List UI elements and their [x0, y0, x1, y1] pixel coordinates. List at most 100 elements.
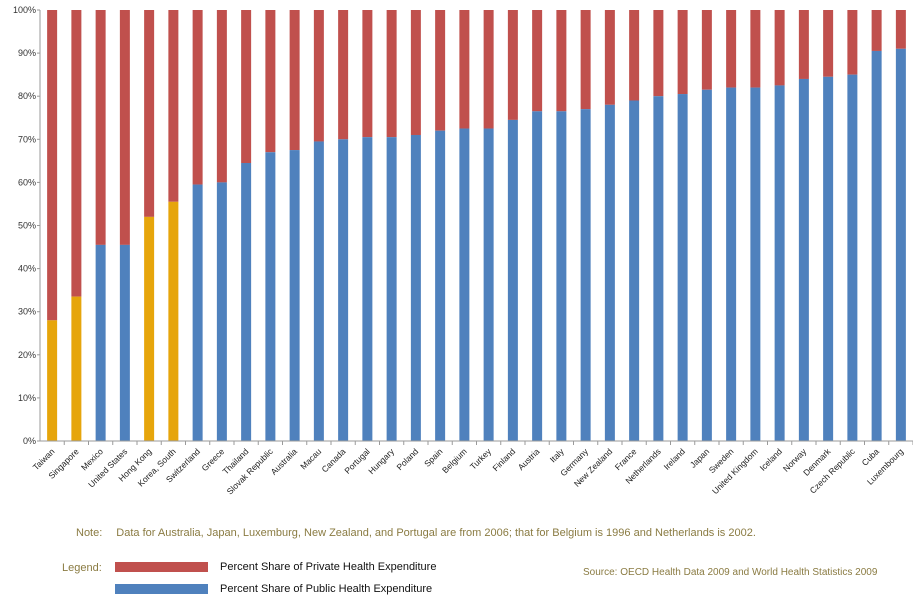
bar-private — [119, 10, 130, 245]
bar-public — [410, 134, 421, 442]
bar-public — [871, 50, 882, 441]
legend-text-private: Percent Share of Private Health Expendit… — [220, 561, 437, 573]
bar-private — [313, 10, 324, 142]
bar-private — [532, 10, 543, 112]
bar-public — [629, 100, 640, 441]
bar-public — [895, 48, 906, 441]
bar-private — [216, 10, 227, 183]
bar-private — [726, 10, 737, 88]
bar-private — [192, 10, 203, 185]
x-tick-label: Turkey — [468, 446, 494, 472]
bar-public — [47, 320, 58, 441]
bar-private — [265, 10, 276, 153]
y-tick-label: 20% — [18, 350, 36, 360]
bar-private — [459, 10, 470, 129]
bar-public — [289, 150, 300, 441]
bar-public — [798, 78, 809, 442]
bar-private — [798, 10, 809, 79]
bar-public — [459, 128, 470, 441]
bar-private — [629, 10, 640, 101]
x-tick-label: Finland — [490, 446, 517, 473]
bar-public — [144, 216, 155, 441]
bar-private — [604, 10, 615, 105]
bar-public — [338, 139, 349, 442]
bar-public — [362, 137, 373, 441]
bar-private — [435, 10, 446, 131]
bar-private — [168, 10, 179, 202]
x-tick-label: Australia — [269, 446, 300, 477]
bar-private — [750, 10, 761, 88]
y-tick-label: 40% — [18, 264, 36, 274]
bar-private — [653, 10, 664, 97]
y-tick-label: 90% — [18, 48, 36, 58]
note-label: Note: — [76, 527, 103, 539]
bar-private — [47, 10, 58, 321]
bar-public — [726, 87, 737, 441]
bar-private — [774, 10, 785, 86]
legend-swatch-public — [115, 584, 208, 594]
bar-public — [483, 128, 494, 441]
bar-private — [823, 10, 834, 77]
y-tick-label: 60% — [18, 177, 36, 187]
x-tick-label: Poland — [395, 446, 421, 472]
legend-label: Legend: — [62, 562, 102, 574]
bar-private — [362, 10, 373, 138]
y-tick-label: 70% — [18, 134, 36, 144]
bar-public — [507, 119, 518, 441]
bar-public — [604, 104, 615, 441]
stacked-bar-chart: 0% 10% 20% 30% 40% 50% 60% 70% 80% 90% 100% Taiwan… — [13, 5, 913, 497]
bar-private — [507, 10, 518, 120]
bar-public — [386, 137, 397, 441]
bar-public — [701, 89, 712, 442]
bar-private — [338, 10, 349, 140]
bar-private — [677, 10, 688, 95]
x-tick-label: Hungary — [366, 446, 396, 476]
legend-item-private: Percent Share of Private Health Expendit… — [115, 560, 436, 574]
legend-item-public: Percent Share of Public Health Expenditu… — [115, 582, 432, 596]
legend-text-public: Percent Share of Public Health Expenditu… — [220, 583, 433, 595]
bar-private — [289, 10, 300, 151]
bar-private — [871, 10, 882, 51]
bar-public — [95, 244, 106, 441]
y-tick-label: 80% — [18, 91, 36, 101]
bar-private — [895, 10, 906, 49]
bar-public — [653, 96, 664, 441]
note: Note: Data for Australia, Japan, Luxembur… — [76, 527, 756, 539]
bar-public — [435, 130, 446, 441]
y-tick-label: 30% — [18, 307, 36, 317]
bar-public — [265, 152, 276, 442]
x-tick-label: Ireland — [662, 446, 688, 472]
bar-public — [119, 244, 130, 441]
bar-private — [241, 10, 252, 164]
bar-public — [556, 111, 567, 441]
x-tick-label: Italy — [548, 446, 567, 465]
y-axis-ticks: 0% 10% 20% 30% 40% 50% 60% 70% 80% 90% 100% — [13, 5, 40, 446]
bar-private — [71, 10, 82, 297]
bar-private — [847, 10, 858, 75]
bar-public — [774, 85, 785, 442]
bars-group — [47, 10, 906, 442]
bar-public — [168, 201, 179, 441]
source-text: Source: OECD Health Data 2009 and World … — [583, 567, 878, 578]
y-tick-label: 50% — [18, 221, 36, 231]
bar-public — [823, 76, 834, 442]
x-tick-label: Austria — [516, 446, 542, 472]
x-tick-label: Cuba — [860, 446, 882, 468]
bar-public — [192, 184, 203, 441]
bar-private — [95, 10, 106, 245]
bar-public — [71, 296, 82, 441]
bar-private — [386, 10, 397, 138]
bar-public — [677, 94, 688, 442]
legend-swatch-private — [115, 562, 208, 572]
bar-private — [483, 10, 494, 129]
note-text: Data for Australia, Japan, Luxemburg, Ne… — [116, 527, 756, 539]
bar-public — [313, 141, 324, 441]
bar-public — [750, 87, 761, 441]
y-tick-label: 0% — [23, 436, 36, 446]
x-tick-label: Belgium — [440, 446, 469, 475]
bar-private — [410, 10, 421, 135]
bar-private — [144, 10, 155, 217]
bar-public — [241, 163, 252, 441]
x-tick-label: Iceland — [758, 446, 785, 473]
